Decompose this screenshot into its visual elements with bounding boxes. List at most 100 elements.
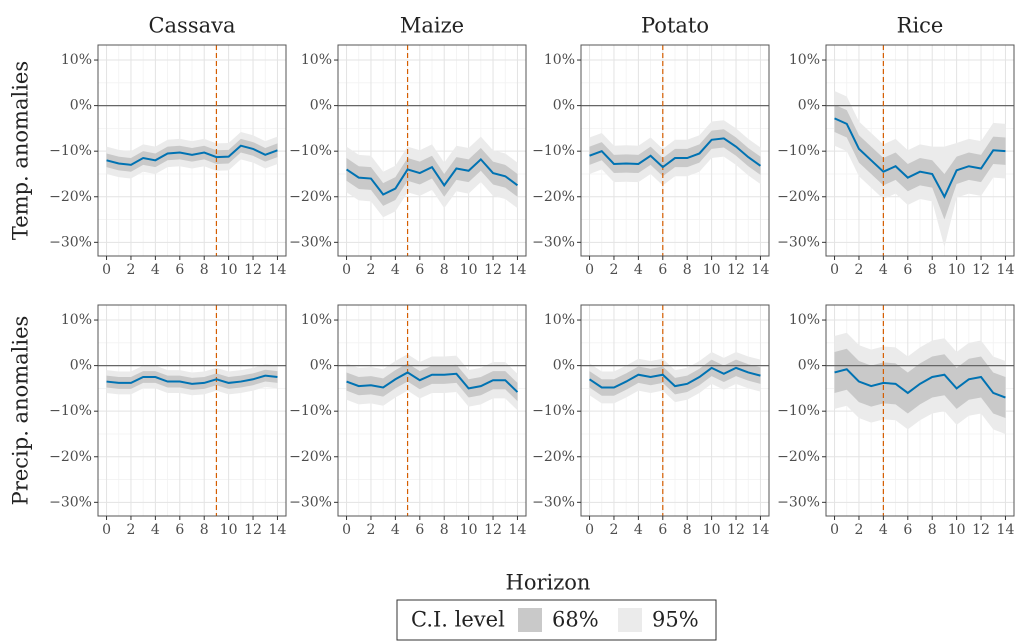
y-tick-label: −10% (777, 403, 820, 419)
x-tick-label: 10 (703, 262, 721, 278)
panel-border (825, 304, 1015, 517)
y-tick-label: 10% (301, 312, 332, 328)
y-tick-label: −20% (777, 189, 820, 205)
x-tick-label: 14 (997, 262, 1015, 278)
x-tick-label: 0 (585, 262, 594, 278)
column-title: Maize (400, 14, 464, 38)
x-tick-label: 10 (460, 522, 478, 538)
x-tick-label: 8 (928, 522, 937, 538)
x-tick-label: 2 (127, 262, 136, 278)
x-tick-label: 12 (727, 262, 745, 278)
y-tick-label: 10% (789, 312, 820, 328)
legend-label: 95% (652, 608, 699, 632)
estimate-line (106, 374, 278, 385)
y-tick-label: 10% (544, 312, 575, 328)
x-tick-label: 6 (903, 262, 912, 278)
ci-band (346, 363, 518, 402)
y-tick-label: −30% (289, 234, 332, 250)
x-tick-label: 14 (269, 522, 287, 538)
y-tick-label: −30% (777, 234, 820, 250)
ci-band (106, 369, 278, 390)
x-tick-label: 8 (200, 262, 209, 278)
x-tick-label: 4 (879, 522, 888, 538)
y-tick-label: 0% (70, 358, 92, 374)
x-tick-label: 14 (509, 522, 527, 538)
x-tick-label: 8 (683, 522, 692, 538)
x-tick-label: 12 (972, 522, 990, 538)
y-tick-label: 10% (61, 52, 92, 68)
y-tick-label: 10% (789, 52, 820, 68)
x-tick-label: 10 (220, 522, 238, 538)
estimate-line (106, 144, 278, 166)
x-tick-label: 12 (244, 522, 262, 538)
x-tick-label: 4 (879, 262, 888, 278)
y-tick-label: 0% (70, 98, 92, 114)
panel-border (337, 304, 527, 517)
y-tick-label: −20% (49, 449, 92, 465)
legend-swatch (518, 608, 542, 632)
legend-label: 68% (552, 608, 599, 632)
x-tick-label: 12 (727, 522, 745, 538)
y-tick-label: −30% (532, 234, 575, 250)
x-tick-label: 4 (151, 522, 160, 538)
y-tick-label: 0% (310, 358, 332, 374)
y-tick-label: 0% (310, 98, 332, 114)
x-tick-label: 12 (244, 262, 262, 278)
x-tick-label: 2 (610, 262, 619, 278)
estimate-line (834, 117, 1006, 199)
row-label: Temp. anomalies (9, 61, 33, 240)
y-tick-label: 10% (301, 52, 332, 68)
x-tick-label: 0 (102, 522, 111, 538)
x-tick-label: 4 (391, 522, 400, 538)
x-tick-label: 10 (460, 262, 478, 278)
x-tick-label: 14 (269, 262, 287, 278)
column-title: Cassava (148, 14, 235, 38)
x-tick-label: 6 (415, 262, 424, 278)
x-tick-label: 6 (903, 522, 912, 538)
x-tick-label: 10 (220, 262, 238, 278)
panel-border (825, 44, 1015, 257)
x-tick-label: 4 (634, 522, 643, 538)
row-label: Precip. anomalies (9, 316, 33, 506)
x-tick-label: 10 (948, 262, 966, 278)
panel-border (580, 304, 770, 517)
x-tick-label: 8 (928, 262, 937, 278)
y-tick-label: 0% (553, 98, 575, 114)
y-tick-label: 10% (61, 312, 92, 328)
y-tick-label: −10% (49, 403, 92, 419)
x-tick-label: 8 (440, 262, 449, 278)
x-tick-label: 2 (367, 522, 376, 538)
y-tick-label: −10% (49, 143, 92, 159)
x-tick-label: 8 (440, 522, 449, 538)
x-tick-label: 12 (484, 262, 502, 278)
x-tick-label: 10 (948, 522, 966, 538)
x-tick-label: 4 (634, 262, 643, 278)
x-tick-label: 6 (175, 522, 184, 538)
y-tick-label: 10% (544, 52, 575, 68)
y-tick-label: −20% (49, 189, 92, 205)
y-tick-label: −30% (777, 494, 820, 510)
y-tick-label: −20% (532, 449, 575, 465)
column-title: Rice (897, 14, 944, 38)
y-tick-label: −10% (532, 143, 575, 159)
y-tick-label: −30% (289, 494, 332, 510)
y-tick-label: −10% (777, 143, 820, 159)
legend-title: C.I. level (411, 608, 505, 632)
panel-border (580, 44, 770, 257)
y-tick-label: −30% (532, 494, 575, 510)
estimate-line (345, 157, 519, 196)
y-tick-label: −20% (532, 189, 575, 205)
x-tick-label: 14 (997, 522, 1015, 538)
x-tick-label: 0 (585, 522, 594, 538)
y-tick-label: −10% (289, 143, 332, 159)
estimate-line (346, 371, 519, 393)
x-axis-label: Horizon (506, 571, 591, 595)
ci-band (834, 104, 1006, 220)
x-tick-label: 2 (855, 262, 864, 278)
x-tick-label: 12 (972, 262, 990, 278)
y-tick-label: 0% (798, 358, 820, 374)
x-tick-label: 0 (102, 262, 111, 278)
x-tick-label: 0 (342, 262, 351, 278)
panel-border (97, 304, 287, 517)
